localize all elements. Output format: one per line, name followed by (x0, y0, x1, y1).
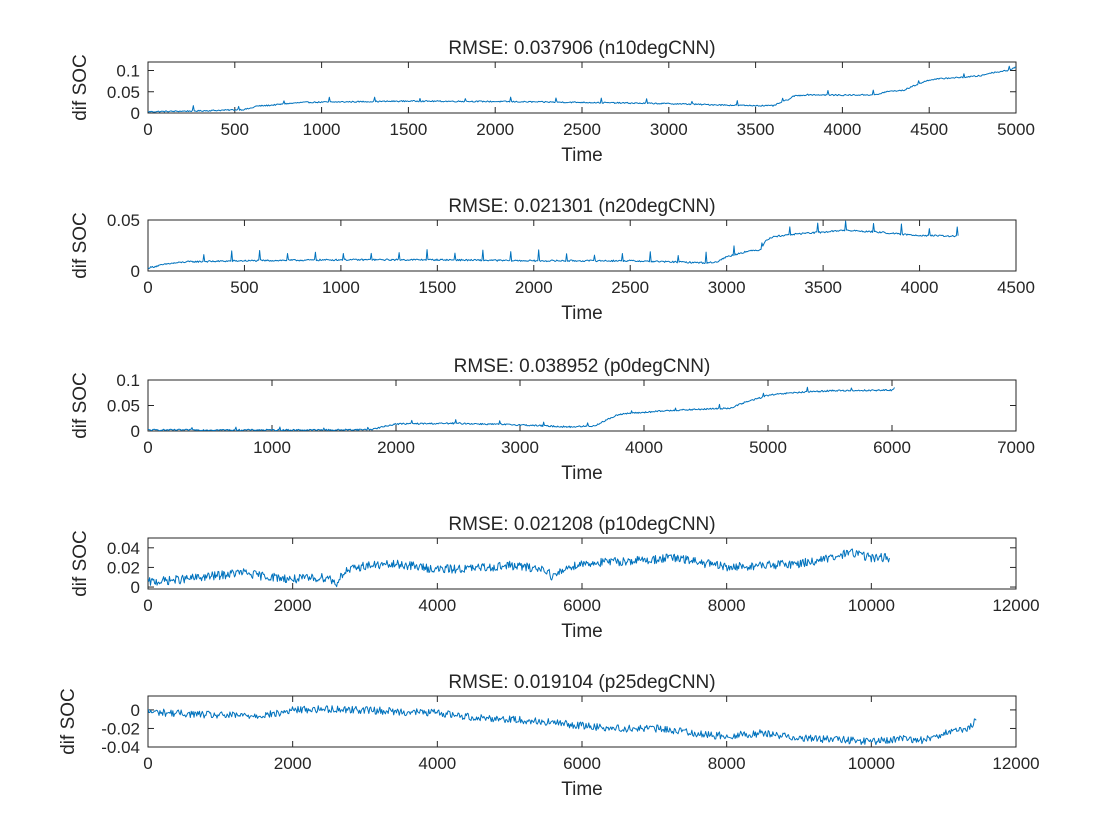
axes-box (147, 379, 1017, 432)
chart-title: RMSE: 0.021208 (p10degCNN) (448, 514, 715, 535)
x-tick-label: 1000 (322, 278, 360, 297)
axes-box (147, 61, 1017, 114)
y-tick-label: 0 (131, 422, 140, 441)
y-tick-label: 0 (131, 104, 140, 123)
series-line (148, 705, 977, 746)
y-tick-label: 0.05 (107, 83, 140, 102)
x-tick-label: 0 (143, 754, 152, 773)
y-tick-label: 0.02 (107, 558, 140, 577)
x-tick-label: 3000 (650, 120, 688, 139)
y-tick-label: -0.04 (101, 738, 140, 757)
x-tick-label: 4000 (901, 278, 939, 297)
y-tick-label: 0.1 (116, 62, 140, 81)
subplot-panels: 0 500 1000 1500 2000 2500 3000 3500 4000 4500 5000… (58, 38, 1040, 800)
x-tick-label: 5000 (749, 438, 787, 457)
subplot-1: 0 500 1000 1500 2000 2500 3000 3500 4000 4500 5000… (70, 38, 1035, 166)
x-tick-label: 1000 (253, 438, 291, 457)
x-tick-label: 10000 (848, 754, 895, 773)
x-tick-label: 2000 (515, 278, 553, 297)
x-tick-label: 3500 (804, 278, 842, 297)
x-tick-label: 500 (221, 120, 249, 139)
x-axis-label: Time (561, 621, 603, 642)
y-axis-label: dif SOC (70, 530, 91, 597)
series-line (148, 65, 1016, 113)
chart-title: RMSE: 0.038952 (p0degCNN) (454, 356, 711, 377)
x-tick-label: 4500 (910, 120, 948, 139)
x-tick-label: 0 (143, 438, 152, 457)
x-tick-label: 6000 (873, 438, 911, 457)
x-axis-label: Time (561, 463, 603, 484)
x-tick-label: 500 (230, 278, 258, 297)
x-tick-label: 4000 (823, 120, 861, 139)
x-tick-label: 4000 (418, 596, 456, 615)
x-tick-label: 4500 (997, 278, 1035, 297)
x-tick-label: 1500 (418, 278, 456, 297)
x-axis-label: Time (561, 145, 603, 166)
x-axis-label: Time (561, 303, 603, 324)
x-tick-label: 3000 (501, 438, 539, 457)
x-tick-label: 2500 (563, 120, 601, 139)
x-tick-label: 6000 (563, 596, 601, 615)
chart-title: RMSE: 0.019104 (p25degCNN) (448, 672, 715, 693)
x-tick-label: 4000 (625, 438, 663, 457)
series-line (148, 548, 890, 588)
y-axis-label: dif SOC (70, 372, 91, 439)
subplot-5: 0 2000 4000 6000 8000 10000 12000 -0.04-0.020 RM… (58, 672, 1040, 800)
x-tick-label: 2000 (476, 120, 514, 139)
x-tick-label: 10000 (848, 596, 895, 615)
x-tick-label: 5000 (997, 120, 1035, 139)
x-tick-label: 3000 (708, 278, 746, 297)
x-tick-label: 2000 (274, 754, 312, 773)
x-tick-label: 12000 (992, 596, 1039, 615)
x-tick-label: 1500 (389, 120, 427, 139)
chart-title: RMSE: 0.037906 (n10degCNN) (448, 38, 715, 59)
x-tick-label: 8000 (708, 596, 746, 615)
x-tick-label: 7000 (997, 438, 1035, 457)
y-tick-label: 0.04 (107, 539, 140, 558)
x-tick-label: 0 (143, 596, 152, 615)
x-tick-label: 2000 (274, 596, 312, 615)
y-tick-label: 0 (131, 701, 140, 720)
x-tick-label: 8000 (708, 754, 746, 773)
x-tick-label: 2500 (611, 278, 649, 297)
y-tick-label: 0.05 (107, 397, 140, 416)
x-tick-label: 1000 (303, 120, 341, 139)
y-tick-label: 0.1 (116, 371, 140, 390)
subplot-2: 0 500 1000 1500 2000 2500 3000 3500 4000 4500 0 0.0… (70, 196, 1035, 324)
x-tick-label: 2000 (377, 438, 415, 457)
x-axis-label: Time (561, 779, 603, 800)
axes-box (147, 219, 1017, 272)
series-line (148, 220, 959, 270)
y-tick-label: 0.05 (107, 211, 140, 230)
y-axis-label: dif SOC (70, 54, 91, 121)
x-tick-label: 6000 (563, 754, 601, 773)
chart-title: RMSE: 0.021301 (n20degCNN) (448, 196, 715, 217)
x-tick-label: 0 (143, 278, 152, 297)
x-tick-label: 12000 (992, 754, 1039, 773)
y-tick-label: 0 (131, 262, 140, 281)
axes-box (147, 695, 1017, 748)
y-axis-label: dif SOC (70, 212, 91, 279)
series-line (148, 386, 895, 431)
y-axis-label: dif SOC (58, 688, 79, 755)
x-tick-label: 4000 (418, 754, 456, 773)
subplot-3: 0 1000 2000 3000 4000 5000 6000 7000 0 0.05 0.1 RMS… (70, 356, 1035, 484)
x-tick-label: 0 (143, 120, 152, 139)
y-tick-label: 0 (131, 578, 140, 597)
subplot-4: 0 2000 4000 6000 8000 10000 12000 00.020.04 RMSE… (70, 514, 1040, 642)
y-tick-label: -0.02 (101, 719, 140, 738)
x-tick-label: 3500 (737, 120, 775, 139)
